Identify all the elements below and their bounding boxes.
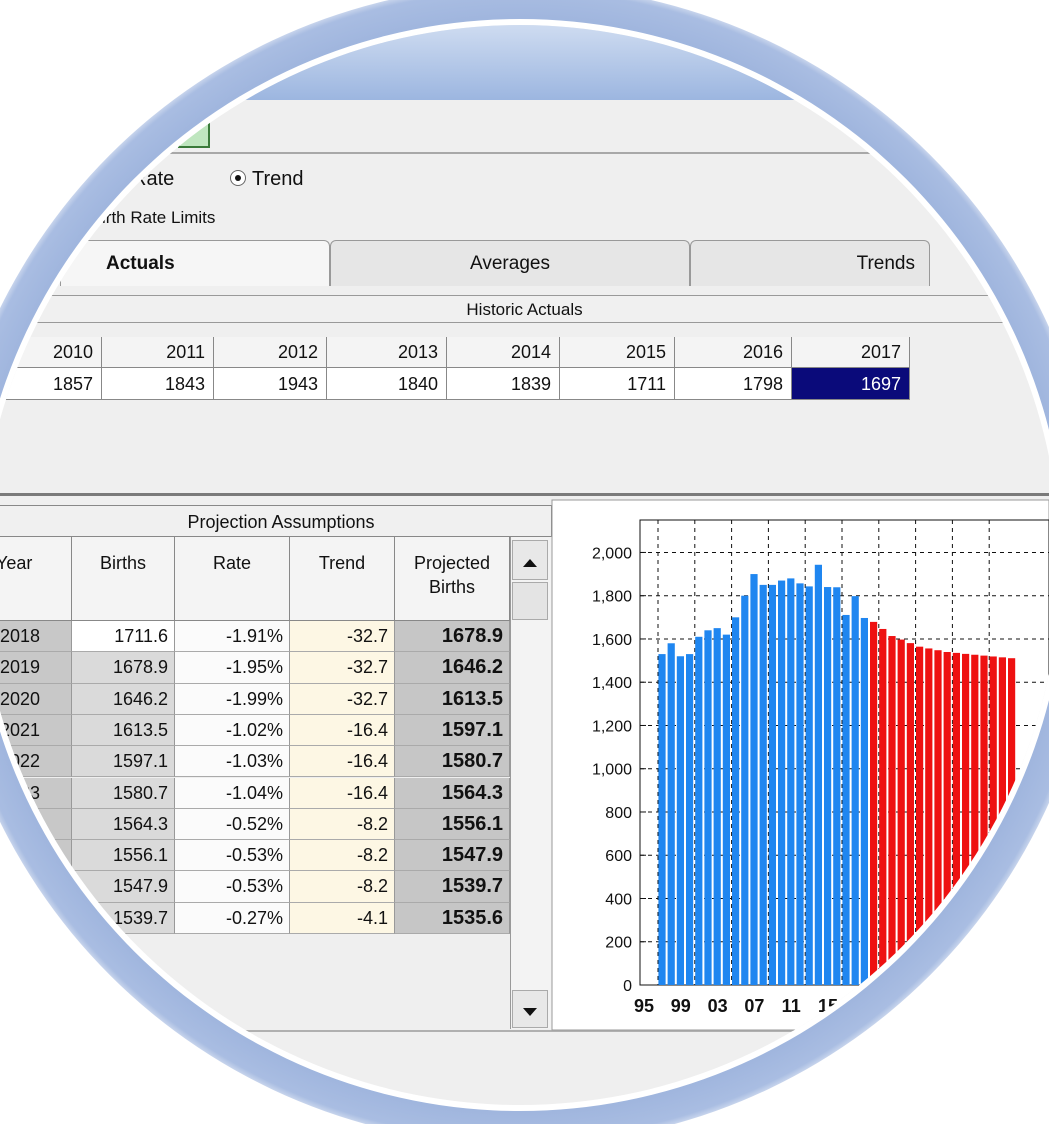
bar <box>741 596 748 985</box>
bar <box>953 653 960 985</box>
x-tick-label: 95 <box>634 996 654 1016</box>
x-tick-label: 23 <box>892 996 912 1016</box>
bar <box>769 585 776 985</box>
x-tick-label: 99 <box>671 996 691 1016</box>
bar <box>879 629 886 985</box>
bar <box>944 652 951 985</box>
x-tick-label: 19 <box>855 996 875 1016</box>
x-tick-label: 31 <box>965 996 985 1016</box>
bar <box>686 654 693 985</box>
bar <box>787 578 794 985</box>
bar <box>760 585 767 985</box>
chart: 0 200 400 600 800 1,000 1,200 1,400 1,600 1,800 2,… <box>0 25 1049 1105</box>
bar <box>668 643 675 985</box>
y-tick-label: 800 <box>605 805 632 822</box>
bar <box>925 648 932 985</box>
y-tick-label: 1,000 <box>592 762 632 779</box>
bar <box>778 581 785 985</box>
page: RateTrendce Birth Rate LimitsActualsAver… <box>0 0 1049 1124</box>
y-tick-label: 1,600 <box>592 632 632 649</box>
bar <box>723 635 730 985</box>
bar <box>888 636 895 985</box>
bar <box>980 656 987 985</box>
bar <box>750 574 757 985</box>
y-tick-label: 2,000 <box>592 545 632 562</box>
bar <box>658 654 665 985</box>
bar <box>815 565 822 985</box>
bar <box>714 628 721 985</box>
bar <box>870 622 877 985</box>
bar <box>934 650 941 985</box>
y-tick-label: 400 <box>605 891 632 908</box>
x-tick-label: 07 <box>744 996 764 1016</box>
x-tick-label: 15 <box>818 996 838 1016</box>
bar <box>806 586 813 985</box>
bar <box>704 630 711 985</box>
y-tick-label: 0 <box>623 978 632 995</box>
bar <box>796 583 803 985</box>
y-tick-label: 200 <box>605 935 632 952</box>
y-tick-label: 1,400 <box>592 675 632 692</box>
bar <box>732 617 739 985</box>
bar <box>971 655 978 985</box>
bar <box>824 587 831 985</box>
x-tick-label: 11 <box>782 996 801 1016</box>
bar <box>695 637 702 985</box>
bar <box>1008 658 1015 985</box>
y-tick-label: 1,800 <box>592 589 632 606</box>
bar <box>907 643 914 985</box>
bar <box>852 596 859 985</box>
y-tick-label: 600 <box>605 848 632 865</box>
bar <box>861 618 868 985</box>
bar <box>842 615 849 985</box>
x-tick-label: 27 <box>928 996 948 1016</box>
bar <box>999 657 1006 985</box>
y-tick-label: 1,200 <box>592 718 632 735</box>
bar <box>898 640 905 985</box>
bar <box>833 587 840 985</box>
x-tick-label: 03 <box>708 996 728 1016</box>
bar <box>916 647 923 985</box>
bar <box>677 656 684 985</box>
bar <box>990 656 997 985</box>
bar <box>962 654 969 985</box>
